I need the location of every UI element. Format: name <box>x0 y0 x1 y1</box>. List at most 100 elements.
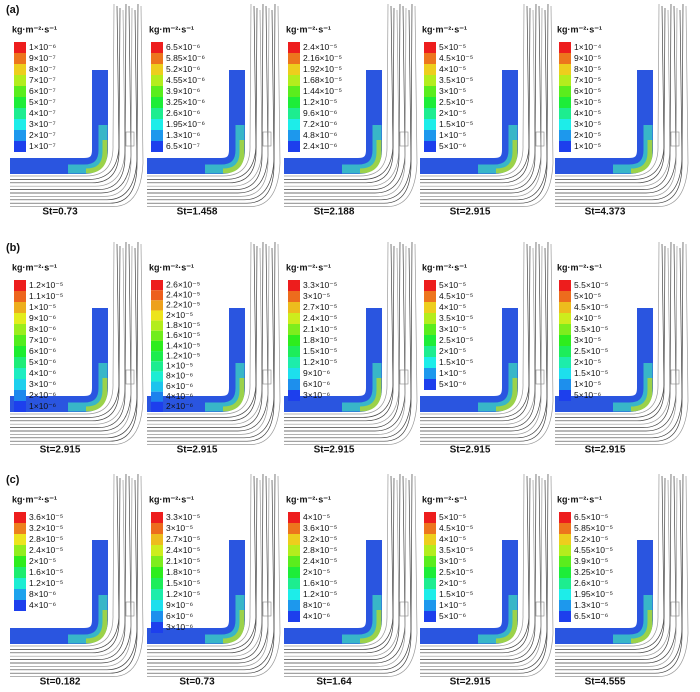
colorbar-swatch <box>559 346 571 357</box>
colorbar-swatch <box>424 368 436 379</box>
colorbar-label: 1.2×10⁻⁵ <box>166 589 200 599</box>
colorbar-swatch <box>288 567 300 578</box>
streamline <box>10 473 115 647</box>
panel: kg·m⁻²·s⁻¹ 6.5×10⁻⁵5.85×10⁻⁵5.2×10⁻⁵4.55×… <box>555 473 689 688</box>
colorbar-swatch <box>559 589 571 600</box>
outline-box <box>535 131 545 147</box>
colorbar-label: 5×10⁻⁶ <box>439 141 466 151</box>
colorbar-swatch <box>151 391 163 402</box>
streamline <box>284 477 407 667</box>
colorbar-label: 4.55×10⁻⁵ <box>574 545 613 555</box>
colorbar-label: 1.2×10⁻⁵ <box>303 97 337 107</box>
colorbar-label: 1.95×10⁻⁵ <box>574 589 613 599</box>
colorbar-label: 6×10⁻⁶ <box>166 611 193 621</box>
streamline <box>555 473 660 647</box>
colorbar-swatch <box>14 368 26 379</box>
colorbar-swatch <box>288 291 300 302</box>
colorbar-swatch <box>14 523 26 534</box>
colorbar-swatch <box>151 64 163 75</box>
panel: kg·m⁻²·s⁻¹ 2.4×10⁻⁵2.16×10⁻⁵1.92×10⁻⁵1.68… <box>284 3 418 218</box>
colorbar-label: 4.5×10⁻⁵ <box>574 302 608 312</box>
colorbar-swatch <box>151 130 163 141</box>
colorbar-label: 2.4×10⁻⁶ <box>303 141 337 151</box>
outline-box <box>125 369 135 385</box>
colorbar-label: 7×10⁻⁷ <box>29 75 56 85</box>
unit-label: kg·m⁻²·s⁻¹ <box>149 24 194 34</box>
colorbar-swatch <box>14 313 26 324</box>
colorbar-swatch <box>151 512 163 523</box>
colorbar-label: 2.4×10⁻⁵ <box>29 545 63 555</box>
colorbar-swatch <box>14 119 26 130</box>
streamline <box>555 475 689 677</box>
colorbar-swatch <box>424 291 436 302</box>
colorbar-label: 1×10⁻⁵ <box>439 130 466 140</box>
streamline <box>420 3 525 177</box>
colorbar-swatch <box>14 280 26 291</box>
colorbar-swatch <box>151 534 163 545</box>
colorbar-swatch <box>151 589 163 600</box>
streamline <box>147 241 276 442</box>
unit-label: kg·m⁻²·s⁻¹ <box>557 24 602 34</box>
panel: kg·m⁻²·s⁻¹ 1×10⁻⁶9×10⁻⁷8×10⁻⁷7×10⁻⁷6×10⁻⁷… <box>10 3 144 218</box>
colorbar-swatch <box>424 42 436 53</box>
colorbar-swatch <box>288 512 300 523</box>
colorbar-swatch <box>559 64 571 75</box>
streamline <box>10 475 144 677</box>
colorbar-label: 4×10⁻⁶ <box>29 368 56 378</box>
colorbar-swatch <box>424 130 436 141</box>
colorbar-swatch <box>151 42 163 53</box>
colorbar-label: 3.25×10⁻⁵ <box>574 567 613 577</box>
streamline <box>420 241 549 442</box>
colorbar-swatch <box>559 368 571 379</box>
colorbar-label: 2.4×10⁻⁵ <box>166 545 200 555</box>
outline-box <box>399 601 409 617</box>
colorbar-swatch <box>14 108 26 119</box>
colorbar-label: 1.6×10⁻⁵ <box>303 578 337 588</box>
colorbar-label: 1.8×10⁻⁵ <box>166 567 200 577</box>
deposit-peak <box>630 140 653 174</box>
colorbar-label: 3×10⁻⁵ <box>574 119 601 129</box>
stokes-caption: St=2.915 <box>585 445 626 456</box>
colorbar-swatch <box>288 390 300 401</box>
colorbar-label: 3×10⁻⁶ <box>303 390 330 400</box>
colorbar-swatch <box>559 130 571 141</box>
colorbar-label: 1.6×10⁻⁵ <box>166 330 200 340</box>
colorbar-swatch <box>288 42 300 53</box>
colorbar-swatch <box>424 86 436 97</box>
colorbar-label: 5×10⁻⁶ <box>439 611 466 621</box>
colorbar-swatch <box>288 119 300 130</box>
deposit-peak <box>222 140 245 174</box>
outline-box <box>262 601 272 617</box>
streamline <box>555 3 660 177</box>
colorbar-swatch <box>559 578 571 589</box>
colorbar-swatch <box>14 53 26 64</box>
colorbar-swatch <box>559 302 571 313</box>
colorbar-label: 9×10⁻⁶ <box>303 368 330 378</box>
colorbar-swatch <box>424 512 436 523</box>
colorbar-swatch <box>559 86 571 97</box>
colorbar-label: 2.5×10⁻⁵ <box>439 335 473 345</box>
streamline <box>420 473 537 660</box>
colorbar-swatch <box>559 512 571 523</box>
colorbar-label: 2×10⁻⁵ <box>439 578 466 588</box>
colorbar-swatch <box>559 141 571 152</box>
colorbar-label: 1×10⁻⁶ <box>29 42 56 52</box>
colorbar-swatch <box>288 86 300 97</box>
colorbar-swatch <box>151 75 163 86</box>
streamline <box>147 7 270 197</box>
deposit-peak <box>222 610 245 644</box>
streamline <box>284 241 401 428</box>
colorbar-label: 3.9×10⁻⁵ <box>574 556 608 566</box>
streamline <box>147 473 276 674</box>
colorbar-label: 2×10⁻⁵ <box>166 310 193 320</box>
colorbar-swatch <box>288 589 300 600</box>
colorbar-label: 2.8×10⁻⁵ <box>303 545 337 555</box>
colorbar-label: 1×10⁻⁵ <box>166 361 193 371</box>
colorbar-label: 1.3×10⁻⁵ <box>574 600 608 610</box>
colorbar-label: 1.5×10⁻⁵ <box>439 357 473 367</box>
colorbar-swatch <box>14 578 26 589</box>
colorbar-swatch <box>151 622 163 633</box>
colorbar-swatch <box>151 545 163 556</box>
colorbar-label: 1.5×10⁻⁵ <box>439 589 473 599</box>
streamline <box>284 473 413 674</box>
